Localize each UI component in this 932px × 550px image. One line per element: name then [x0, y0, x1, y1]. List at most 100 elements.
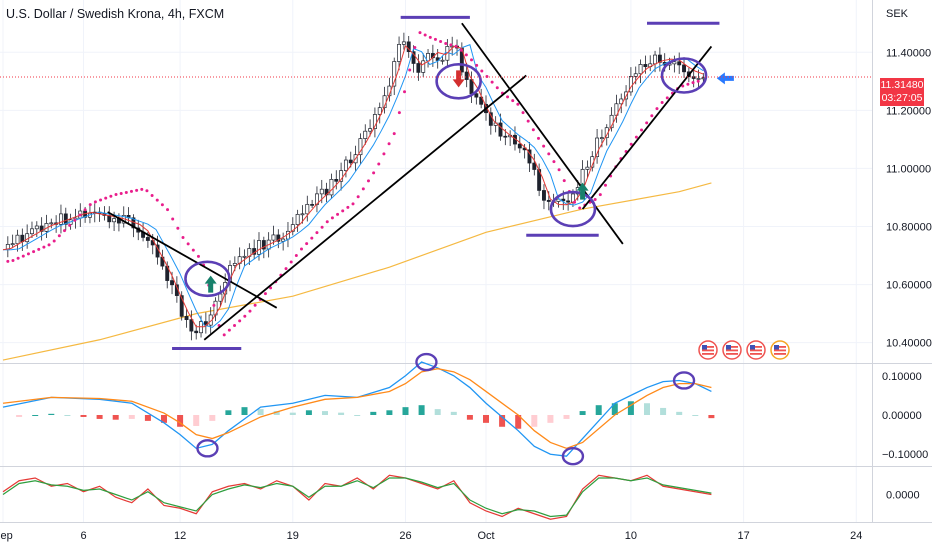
parabolic-sar-dot	[93, 200, 97, 204]
candle-bullish	[377, 107, 382, 115]
highlight-ellipse	[660, 57, 708, 94]
parabolic-sar-dot	[191, 248, 195, 252]
parabolic-sar-dot	[418, 31, 422, 35]
parabolic-sar-dot	[382, 152, 386, 156]
macd-histogram-bar	[483, 415, 489, 423]
currency-label: SEK	[886, 8, 909, 20]
candle-bullish	[232, 263, 237, 266]
candle-bullish	[112, 218, 117, 223]
flag-stripe	[774, 353, 786, 355]
macd-histogram-bar	[499, 415, 506, 427]
parabolic-sar-dot	[506, 95, 510, 99]
macd-histogram-bar	[402, 407, 409, 415]
macd-histogram-bar	[273, 411, 280, 415]
candle-bullish	[392, 61, 397, 87]
parabolic-sar-dot	[511, 99, 515, 103]
flag-canton	[726, 345, 731, 350]
candle-bearish	[517, 143, 522, 149]
parabolic-sar-dot	[547, 152, 551, 156]
last-price-value: 11.31480	[880, 79, 924, 91]
time-tick-label: 12	[174, 530, 186, 542]
candle-bearish	[479, 96, 484, 105]
candle-bullish	[440, 59, 445, 62]
parabolic-sar-dot	[243, 314, 247, 318]
macd-histogram-bar	[112, 415, 119, 420]
macd-histogram-bar	[16, 415, 23, 417]
candle-bullish	[290, 224, 295, 232]
flag-stripe	[774, 349, 786, 352]
parabolic-sar-dot	[21, 254, 25, 258]
highlight-ellipse	[196, 439, 219, 458]
candle-bullish	[59, 213, 63, 225]
macd-histogram-bar	[676, 411, 683, 415]
candle-bearish	[39, 225, 44, 232]
macd-histogram-bar	[257, 409, 264, 415]
price-tick-label: 11.40000	[886, 47, 931, 59]
parabolic-sar-dot	[114, 193, 118, 197]
macd-histogram-bar	[32, 415, 39, 416]
parabolic-sar-dot	[63, 229, 67, 233]
parabolic-sar-dot	[392, 132, 396, 136]
macd-histogram-bar	[595, 405, 602, 415]
parabolic-sar-dot	[32, 250, 36, 254]
candle-bearish	[503, 135, 508, 138]
parabolic-sar-dot	[171, 217, 175, 221]
parabolic-sar-dot	[650, 114, 654, 118]
parabolic-sar-dot	[691, 81, 695, 85]
parabolic-sar-dot	[423, 33, 427, 37]
parabolic-sar-dot	[109, 194, 113, 198]
parabolic-sar-dot	[470, 58, 474, 62]
parabolic-sar-dot	[52, 239, 56, 243]
flag-stripe	[750, 353, 762, 355]
macd-histogram-bar	[128, 415, 135, 419]
moving-average-red-line	[2, 44, 704, 328]
parabolic-sar-dot	[129, 189, 133, 193]
macd-tick-label: −0.10000	[882, 449, 928, 461]
time-tick-label: 24	[850, 530, 862, 542]
candle-bearish	[643, 64, 648, 68]
candle-bullish	[599, 137, 604, 140]
candle-bearish	[348, 159, 353, 164]
parabolic-sar-dot	[135, 188, 139, 192]
parabolic-sar-dot	[552, 160, 556, 164]
trendline	[107, 211, 278, 309]
candle-bearish	[189, 319, 194, 332]
macd-histogram-bar	[48, 413, 55, 415]
moving-average-long-line	[2, 182, 712, 361]
candle-bullish	[653, 54, 658, 65]
parabolic-sar-dot	[526, 119, 530, 123]
parabolic-sar-dot	[124, 190, 128, 194]
parabolic-sar-dot	[557, 168, 561, 172]
parabolic-sar-dot	[372, 171, 376, 175]
candle-bullish	[397, 43, 402, 62]
flag-canton	[702, 345, 707, 350]
parabolic-sar-dot	[377, 162, 381, 166]
candle-bullish	[358, 138, 363, 156]
time-tick-label: 6	[80, 530, 86, 542]
flag-stripe	[774, 346, 786, 348]
candle-bullish	[575, 187, 580, 195]
candle-bullish	[696, 78, 701, 80]
parabolic-sar-dot	[521, 111, 525, 115]
parabolic-sar-dot	[660, 101, 664, 105]
parabolic-sar-dot	[598, 193, 602, 197]
parabolic-sar-dot	[562, 179, 566, 183]
macd-histogram-bar	[547, 415, 554, 423]
candle-bearish	[474, 93, 479, 98]
parabolic-sar-dot	[99, 198, 103, 202]
parabolic-sar-dot	[413, 45, 417, 49]
candle-bearish	[498, 122, 503, 137]
parabolic-sar-dot	[104, 196, 108, 200]
oscillator-line-red	[2, 474, 712, 520]
parabolic-sar-dot	[330, 216, 334, 220]
macd-histogram-bar	[579, 411, 586, 415]
oscillator-line-green	[2, 477, 712, 518]
macd-histogram-bar	[64, 415, 71, 416]
candle-bullish	[34, 225, 39, 230]
macd-histogram-bar	[225, 410, 232, 415]
time-tick-label: 19	[287, 530, 299, 542]
candle-bearish	[179, 295, 184, 317]
candle-bullish	[339, 170, 344, 182]
parabolic-sar-dot	[325, 220, 329, 224]
